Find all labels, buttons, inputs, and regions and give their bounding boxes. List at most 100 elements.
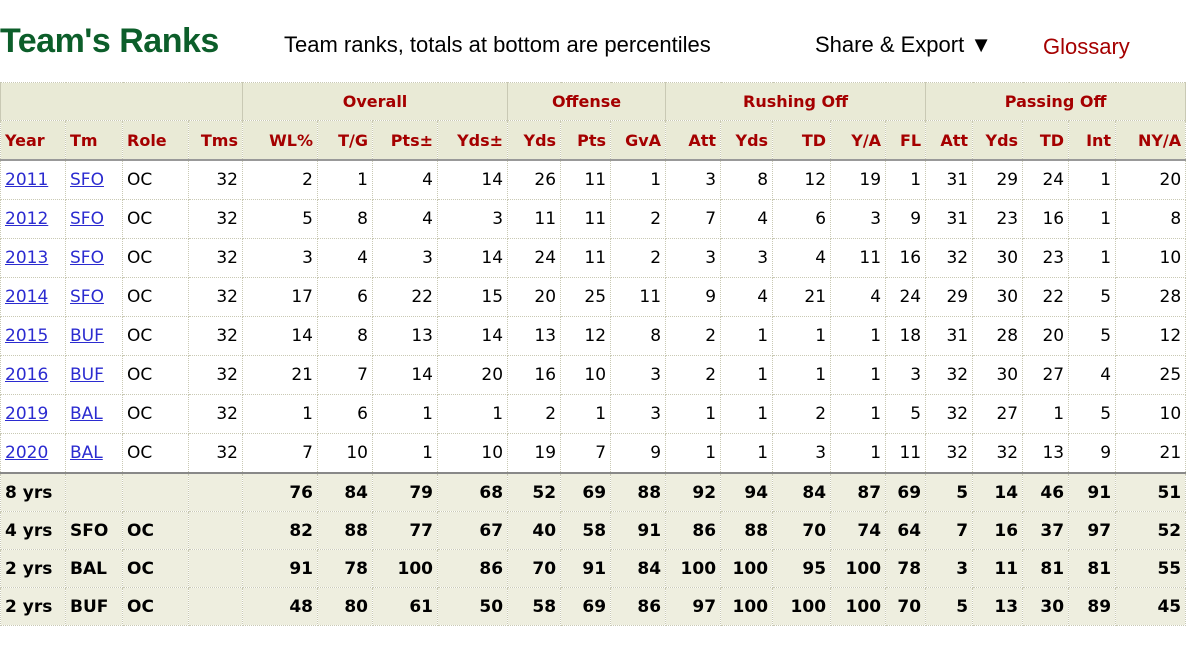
year-link[interactable]: 2015 bbox=[5, 326, 49, 346]
cell: 2015 bbox=[0, 316, 66, 356]
percentile-cell: 40 bbox=[507, 511, 562, 550]
rank-cell: 24 bbox=[1022, 159, 1070, 200]
rank-cell: 21 bbox=[772, 277, 832, 317]
year-link[interactable]: 2014 bbox=[5, 287, 49, 307]
percentile-cell: 37 bbox=[1022, 511, 1070, 550]
rank-cell: 3 bbox=[885, 355, 927, 395]
rank-cell: 1 bbox=[372, 433, 438, 474]
percentile-cell: 84 bbox=[772, 472, 832, 512]
column-header: Yds bbox=[507, 120, 562, 161]
label-cell: SFO bbox=[65, 511, 123, 550]
percentile-cell: 81 bbox=[1068, 549, 1117, 588]
team-link[interactable]: BAL bbox=[70, 443, 103, 463]
year-link[interactable]: 2020 bbox=[5, 443, 49, 463]
rank-cell: 1 bbox=[1022, 394, 1070, 434]
team-link[interactable]: BAL bbox=[70, 404, 103, 424]
rank-cell: 14 bbox=[242, 316, 318, 356]
rank-cell: 1 bbox=[1068, 238, 1117, 278]
percentile-cell: 86 bbox=[436, 549, 509, 588]
rank-cell: 6 bbox=[317, 277, 373, 317]
rank-cell: 32 bbox=[972, 433, 1024, 474]
rank-cell: 19 bbox=[830, 159, 887, 200]
team-link[interactable]: BUF bbox=[70, 326, 104, 346]
rank-cell: 10 bbox=[317, 433, 373, 474]
glossary-link[interactable]: Glossary bbox=[1043, 34, 1130, 59]
column-header: T/G bbox=[317, 120, 373, 161]
percentile-cell: 69 bbox=[885, 472, 927, 512]
percentile-cell: 97 bbox=[665, 587, 722, 626]
rank-cell: 4 bbox=[720, 199, 774, 239]
rank-cell: 3 bbox=[830, 199, 887, 239]
rank-cell: 4 bbox=[830, 277, 887, 317]
column-header-row: Year Tm Role Tms WL% T/G Pts± Yds± Yds Pts GvA Att Y… bbox=[0, 120, 1187, 161]
column-header: Int bbox=[1068, 120, 1117, 161]
rank-cell: 10 bbox=[1115, 394, 1187, 434]
percentile-cell: 70 bbox=[772, 511, 832, 550]
data-row: 2016 BUF OC 32 21 7 14 20 16 10 3 2 1 1 1 3 32 30 27 4 25 bbox=[0, 355, 1187, 395]
year-link[interactable]: 2012 bbox=[5, 209, 49, 229]
year-link[interactable]: 2019 bbox=[5, 404, 49, 424]
year-link[interactable]: 2016 bbox=[5, 365, 49, 385]
rank-cell: 21 bbox=[1115, 433, 1187, 474]
percentile-cell: 100 bbox=[720, 587, 774, 626]
rank-cell: 4 bbox=[1068, 355, 1117, 395]
rank-cell: 32 bbox=[188, 433, 243, 474]
data-row: 2012 SFO OC 32 5 8 4 3 11 11 2 7 4 6 3 9 31 23 16 1 8 bbox=[0, 199, 1187, 239]
cell: BUF bbox=[65, 316, 123, 356]
year-link[interactable]: 2011 bbox=[5, 170, 49, 190]
rank-cell: 11 bbox=[560, 238, 612, 278]
rank-cell: 2 bbox=[665, 355, 722, 395]
percentile-cell: 5 bbox=[925, 587, 974, 626]
cell: SFO bbox=[65, 238, 123, 278]
percentile-cell: 5 bbox=[925, 472, 974, 512]
percentile-cell: 100 bbox=[830, 549, 887, 588]
rank-cell: 8 bbox=[720, 159, 774, 200]
percentile-cell: 61 bbox=[372, 587, 438, 626]
rank-cell: 5 bbox=[885, 394, 927, 434]
rank-cell: 12 bbox=[1115, 316, 1187, 356]
rank-cell: 3 bbox=[665, 238, 722, 278]
column-header: NY/A bbox=[1115, 120, 1187, 161]
label-cell: BUF bbox=[65, 587, 123, 626]
percentile-cell: 70 bbox=[507, 549, 562, 588]
rank-cell: 4 bbox=[372, 159, 438, 200]
rank-cell: 7 bbox=[242, 433, 318, 474]
percentile-cell: 100 bbox=[372, 549, 438, 588]
rank-cell: 32 bbox=[188, 277, 243, 317]
team-link[interactable]: SFO bbox=[70, 287, 104, 307]
year-link[interactable]: 2013 bbox=[5, 248, 49, 268]
column-header: Year bbox=[0, 120, 66, 161]
rank-cell: 27 bbox=[1022, 355, 1070, 395]
rank-cell: 14 bbox=[436, 238, 509, 278]
percentile-cell: 84 bbox=[317, 472, 373, 512]
rank-cell: 5 bbox=[242, 199, 318, 239]
rank-cell: 4 bbox=[317, 238, 373, 278]
rank-cell: 3 bbox=[372, 238, 438, 278]
rank-cell: 1 bbox=[830, 355, 887, 395]
team-link[interactable]: SFO bbox=[70, 170, 104, 190]
group-header: Offense bbox=[507, 82, 667, 121]
rank-cell: 29 bbox=[972, 159, 1024, 200]
rank-cell: 9 bbox=[665, 277, 722, 317]
rank-cell: 32 bbox=[925, 238, 974, 278]
team-link[interactable]: BUF bbox=[70, 365, 104, 385]
percentile-cell bbox=[188, 549, 243, 588]
percentile-cell: 78 bbox=[885, 549, 927, 588]
rank-cell: 7 bbox=[560, 433, 612, 474]
rank-cell: 11 bbox=[560, 159, 612, 200]
percentile-cell: 70 bbox=[885, 587, 927, 626]
team-link[interactable]: SFO bbox=[70, 248, 104, 268]
share-export-button[interactable]: Share & Export ▼ bbox=[815, 32, 993, 57]
rank-cell: 1 bbox=[317, 159, 373, 200]
rank-cell: 3 bbox=[610, 394, 667, 434]
column-header: Att bbox=[665, 120, 722, 161]
cell: BAL bbox=[65, 433, 123, 474]
label-cell bbox=[65, 472, 123, 512]
rank-cell: 1 bbox=[610, 159, 667, 200]
team-link[interactable]: SFO bbox=[70, 209, 104, 229]
label-cell bbox=[122, 472, 189, 512]
rank-cell: 1 bbox=[665, 433, 722, 474]
percentile-cell: 30 bbox=[1022, 587, 1070, 626]
percentile-cell: 88 bbox=[720, 511, 774, 550]
rank-cell: 8 bbox=[317, 316, 373, 356]
